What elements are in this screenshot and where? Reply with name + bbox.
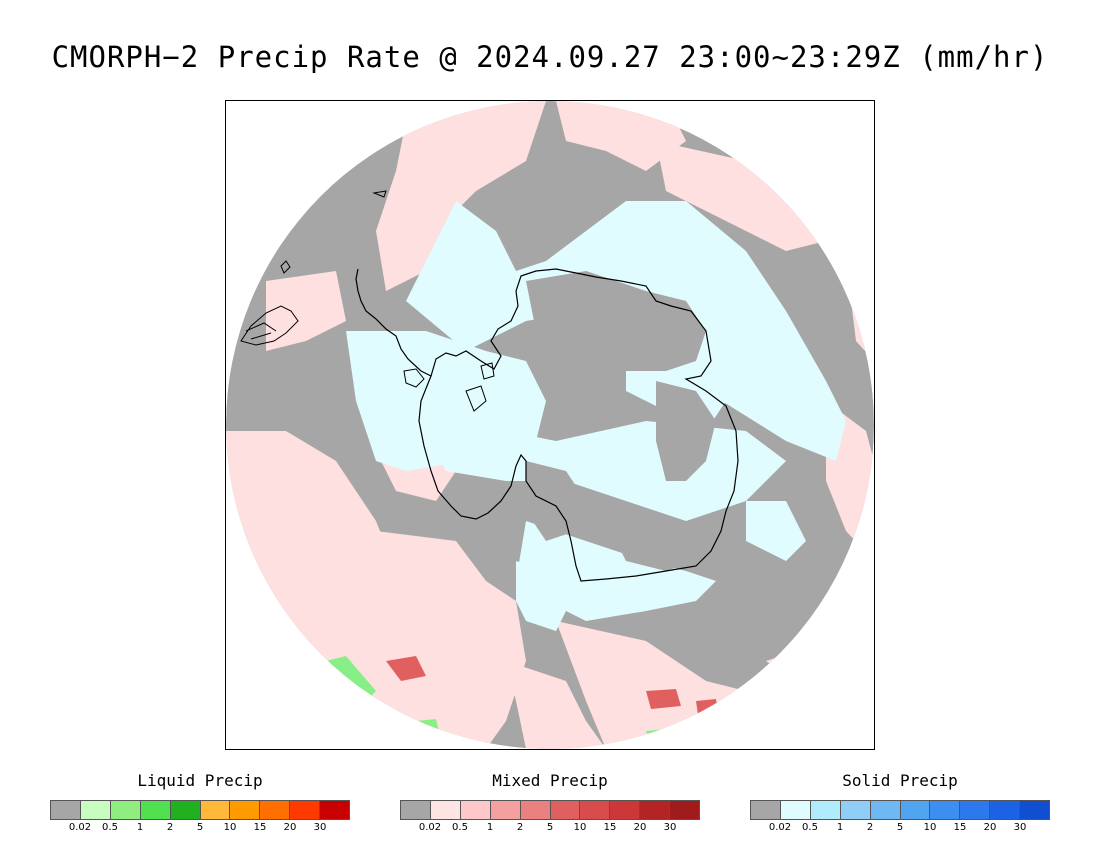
legend-tick-label: 30 [313,822,327,833]
legend-ticks: 0.02 0.5 1 2 5 10 15 20 30 [400,822,700,836]
legend-swatch [780,801,811,819]
precip-map [226,101,874,749]
legend-swatch [810,801,841,819]
legend-swatch [260,801,291,819]
legend-colorbar [400,800,700,820]
legend-tick-label: 0.02 [418,822,442,833]
legend-tick-label: 0.02 [768,822,792,833]
legend-ticks: 0.02 0.5 1 2 5 10 15 20 30 [50,822,350,836]
legend-swatch [751,801,781,819]
legend-tick-label: 20 [283,822,297,833]
map-title: CMORPH−2 Precip Rate @ 2024.09.27 23:00~… [51,40,1049,74]
legend-swatch [930,801,961,819]
legend-tick-label: 0.5 [102,822,118,833]
legend-tick-label: 0.5 [802,822,818,833]
legend-swatch [870,801,901,819]
legend-swatch [80,801,111,819]
legend-title: Mixed Precip [492,771,608,790]
legend-tick-label: 0.5 [452,822,468,833]
legend-tick-label: 5 [546,822,554,833]
map-disk [226,101,874,749]
legend-swatch [580,801,611,819]
legend-colorbar [750,800,1050,820]
legend-swatch [140,801,171,819]
legend-tick-label: 2 [516,822,524,833]
legend-solid: Solid Precip 0.02 0.5 1 2 5 10 15 20 30 [750,770,1050,836]
map-frame [225,100,875,750]
legend-swatch [200,801,231,819]
legend-swatch [430,801,461,819]
legend-swatch [670,801,700,819]
legend-liquid: Liquid Precip 0.02 0.5 1 2 5 10 15 20 30 [50,770,350,836]
coastline-south-america [240,305,299,346]
legend-tick-label: 15 [253,822,267,833]
legend-tick-label: 2 [166,822,174,833]
coastline-antarctic-peninsula [355,268,432,377]
legend-tick-label: 1 [136,822,144,833]
coastline-islands [403,362,495,412]
legend-tick-label: 2 [866,822,874,833]
legend-tick-label: 20 [633,822,647,833]
legend-tick-label: 15 [953,822,967,833]
continent-interior [526,271,716,571]
legend-swatch [230,801,261,819]
legend-ticks: 0.02 0.5 1 2 5 10 15 20 30 [750,822,1050,836]
legend-tick-label: 0.02 [68,822,92,833]
legend-tick-label: 10 [573,822,587,833]
legend-tick-label: 5 [196,822,204,833]
legend-swatch [990,801,1021,819]
legend-tick-label: 30 [663,822,677,833]
legend-swatch [401,801,431,819]
legend-swatch [640,801,671,819]
legend-tick-label: 20 [983,822,997,833]
mixed-precip-heavy [386,656,718,715]
legend-tick-label: 1 [486,822,494,833]
legend-swatch [520,801,551,819]
legend-swatch [490,801,521,819]
legend-tick-label: 1 [836,822,844,833]
legend-swatch [550,801,581,819]
legend-tick-label: 30 [1013,822,1027,833]
legend-tick-label: 10 [223,822,237,833]
legend-swatch [610,801,641,819]
legend-colorbar [50,800,350,820]
legend-swatch [110,801,141,819]
legend-tick-label: 15 [603,822,617,833]
legend-tick-label: 5 [896,822,904,833]
coastline-antarctica [418,268,739,582]
legend-swatch [900,801,931,819]
legend-swatch [1020,801,1050,819]
legend-swatch [51,801,81,819]
legend-swatch [290,801,321,819]
legend-mixed: Mixed Precip 0.02 0.5 1 2 5 10 15 20 30 [400,770,700,836]
legend-swatch [320,801,350,819]
legend-title: Liquid Precip [137,771,263,790]
legend-swatch [960,801,991,819]
legend-title: Solid Precip [842,771,958,790]
legend-swatch [460,801,491,819]
legend-swatch [170,801,201,819]
coastline-south-georgia [280,190,387,274]
legend-swatch [840,801,871,819]
legend-tick-label: 10 [923,822,937,833]
